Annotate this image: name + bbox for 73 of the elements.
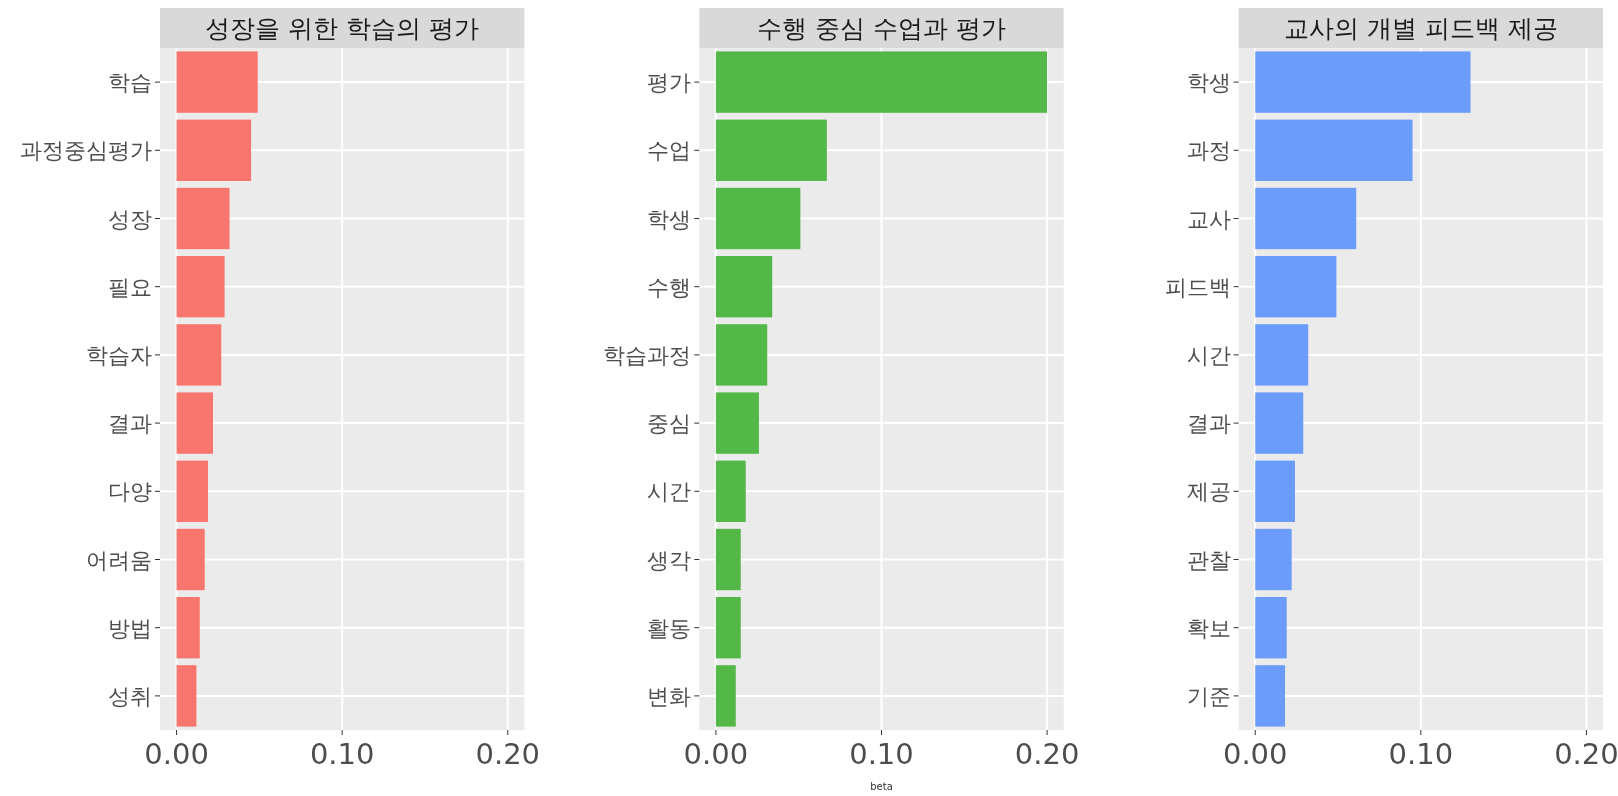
bar	[1255, 597, 1287, 659]
bar	[1255, 119, 1413, 181]
bar	[715, 119, 827, 181]
y-tick-label: 중심	[647, 411, 692, 437]
y-tick-label: 평가	[647, 70, 692, 96]
y-tick-label: 다양	[108, 479, 152, 505]
y-tick-label: 학습	[108, 70, 152, 96]
bar	[1255, 528, 1292, 591]
x-tick-label: 0.10	[309, 737, 375, 771]
x-tick-label: 0.20	[1554, 737, 1618, 771]
y-tick-label: 시간	[647, 479, 692, 505]
y-tick-label: 성장	[108, 206, 152, 232]
chart-title: 성장을 위한 학습의 평가	[205, 14, 480, 43]
y-tick-label: 생각	[647, 547, 692, 573]
y-tick-label: 어려움	[86, 547, 152, 573]
y-tick-label: 학생	[1186, 70, 1231, 96]
bar	[715, 460, 746, 522]
y-tick-label: 수행	[647, 274, 692, 300]
y-tick-label: 방법	[108, 615, 152, 641]
bar	[1255, 392, 1304, 454]
bar	[176, 597, 200, 659]
bar	[1255, 51, 1471, 113]
y-tick-label: 학습자	[86, 342, 152, 368]
chart-title: 수행 중심 수업과 평가	[757, 14, 1006, 43]
x-tick-label: 0.20	[1014, 737, 1080, 771]
y-tick-label: 시간	[1186, 342, 1231, 368]
chart-title: 교사의 개별 피드백 제공	[1283, 14, 1558, 43]
y-tick-label: 변화	[647, 683, 692, 709]
bar	[1255, 460, 1295, 522]
x-tick-label: 0.20	[475, 737, 541, 771]
bar	[176, 460, 209, 522]
y-tick-label: 관찰	[1186, 547, 1231, 573]
x-tick-label: 0.00	[1222, 737, 1288, 771]
bar	[715, 51, 1048, 113]
bar	[715, 187, 801, 250]
y-tick-label: 활동	[647, 615, 692, 641]
x-axis-title: beta	[870, 781, 893, 792]
bar	[1255, 665, 1286, 727]
bar	[715, 597, 741, 659]
bar	[715, 256, 773, 318]
y-tick-label: 결과	[108, 411, 152, 437]
bar	[715, 392, 759, 454]
bar	[1255, 324, 1309, 386]
y-tick-label: 교사	[1186, 206, 1231, 232]
bar	[1255, 187, 1357, 250]
x-tick-label: 0.10	[1388, 737, 1454, 771]
y-tick-label: 피드백	[1164, 274, 1231, 300]
y-tick-label: 과정중심평가	[20, 138, 152, 164]
y-tick-label: 확보	[1186, 615, 1231, 641]
y-tick-label: 학생	[647, 206, 692, 232]
bar	[176, 119, 252, 181]
x-tick-label: 0.10	[849, 737, 914, 771]
bar	[176, 392, 213, 454]
bar	[176, 324, 222, 386]
y-tick-label: 과정	[1186, 138, 1231, 164]
y-tick-label: 제공	[1186, 479, 1231, 505]
y-tick-label: 결과	[1186, 411, 1231, 437]
bar	[715, 324, 768, 386]
bar	[176, 256, 225, 318]
bar	[176, 51, 258, 113]
x-tick-label: 0.00	[144, 737, 209, 771]
bar	[715, 528, 741, 591]
y-tick-label: 필요	[108, 274, 152, 300]
x-tick-label: 0.00	[683, 737, 749, 771]
bar	[715, 665, 736, 727]
bar	[176, 665, 197, 727]
y-tick-label: 성취	[108, 683, 152, 709]
y-tick-label: 기준	[1186, 683, 1231, 709]
y-tick-label: 학습과정	[603, 342, 692, 368]
y-tick-label: 수업	[647, 138, 692, 164]
bar	[176, 187, 230, 250]
bar	[1255, 256, 1337, 318]
bar	[176, 528, 205, 591]
